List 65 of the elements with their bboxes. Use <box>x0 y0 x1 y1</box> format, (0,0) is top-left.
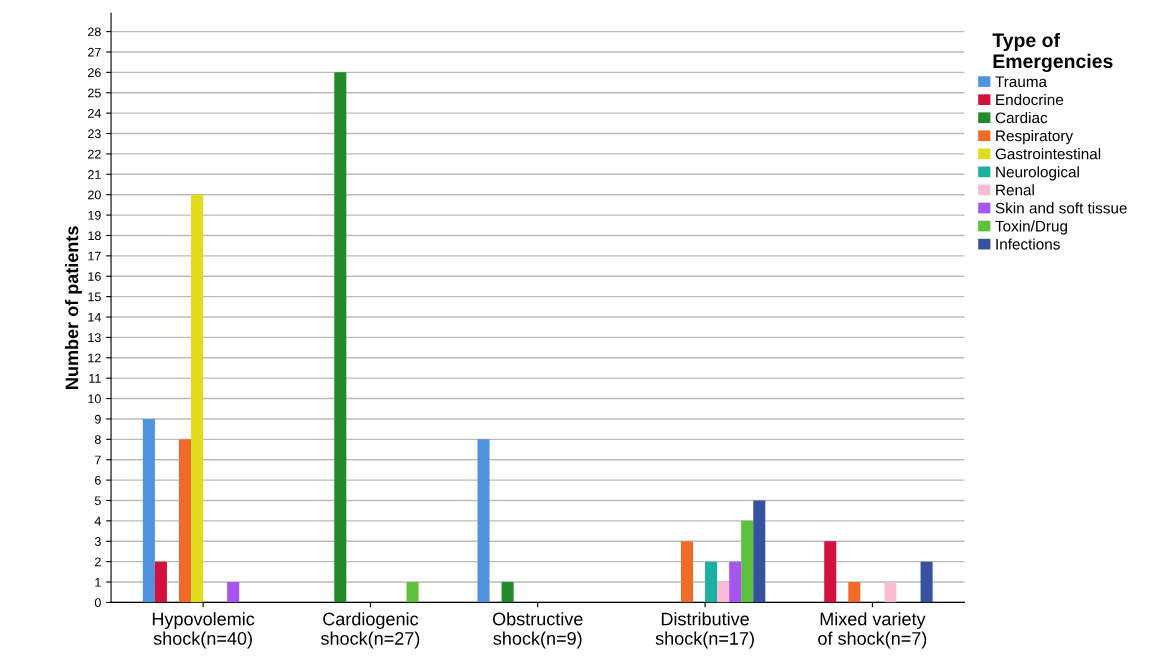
bar <box>741 520 754 603</box>
y-tick-label: 9 <box>94 414 101 424</box>
bar <box>334 72 347 603</box>
bar <box>680 541 694 603</box>
y-tick-label: 11 <box>89 374 101 383</box>
legend-label: Skin and soft tissue <box>995 202 1127 214</box>
y-tick-label: 16 <box>88 272 101 281</box>
legend-label: Trauma <box>995 76 1048 88</box>
y-tick-label: 18 <box>88 231 101 241</box>
y-tick-label: 0 <box>94 598 101 608</box>
legend-label: Infections <box>996 238 1060 250</box>
bar <box>227 582 240 603</box>
bar <box>753 500 766 603</box>
bar <box>406 582 419 603</box>
y-axis-title: Number of patients <box>65 226 82 389</box>
y-tick-label: 5 <box>94 496 101 506</box>
legend-label: Gastrointestinal <box>995 148 1101 160</box>
x-tick-label: Distributive shock(n=17) <box>655 612 754 649</box>
bar <box>884 582 897 603</box>
y-tick-label: 22 <box>88 149 101 159</box>
y-tick-label: 21 <box>88 170 101 179</box>
legend-label: Endocrine <box>996 93 1064 106</box>
bar <box>142 418 155 603</box>
y-tick-label: 6 <box>95 475 101 485</box>
bar <box>501 582 514 603</box>
y-tick-label: 20 <box>88 190 101 200</box>
bar <box>920 561 933 603</box>
y-tick-label: 26 <box>88 68 101 78</box>
legend-title: Type of Emergencies <box>992 32 1113 73</box>
bar <box>191 194 204 603</box>
legend-label: Toxin/Drug <box>995 220 1068 235</box>
x-tick-label: Mixed variety of shock(n=7) <box>818 612 927 649</box>
y-tick-label: 10 <box>88 394 101 404</box>
bar <box>848 582 861 603</box>
y-tick-label: 1 <box>95 577 101 587</box>
y-tick-label: 25 <box>88 88 101 98</box>
y-tick-label: 7 <box>95 455 101 465</box>
y-tick-label: 12 <box>88 353 101 363</box>
bar <box>154 561 167 603</box>
y-tick-label: 14 <box>88 312 101 322</box>
bar <box>477 439 490 603</box>
y-tick-label: 19 <box>88 210 101 220</box>
bar <box>178 439 192 603</box>
y-tick-label: 2 <box>95 557 101 567</box>
legend-label: Renal <box>996 184 1034 196</box>
y-tick-label: 3 <box>94 537 101 546</box>
y-tick-label: 24 <box>88 108 101 118</box>
bar <box>729 561 742 603</box>
bar <box>717 582 730 603</box>
y-tick-label: 15 <box>88 292 101 302</box>
x-tick-label: Cardiogenic shock(n=27) <box>320 612 420 649</box>
legend-label: Respiratory <box>996 130 1074 145</box>
bar <box>824 541 837 603</box>
y-tick-label: 27 <box>88 47 101 57</box>
y-tick-label: 28 <box>88 27 101 37</box>
x-tick-label: Obstructive shock(n=9) <box>492 612 583 649</box>
y-tick-label: 23 <box>88 129 101 139</box>
y-tick-label: 8 <box>94 435 101 444</box>
y-tick-label: 13 <box>88 333 101 343</box>
legend-label: Cardiac <box>995 111 1048 124</box>
y-tick-label: 17 <box>88 251 101 261</box>
x-tick-label: Hypovolemic shock(n=40) <box>152 612 255 649</box>
legend-label: Neurological <box>996 166 1079 181</box>
bar <box>705 561 718 603</box>
y-tick-label: 4 <box>94 516 101 526</box>
